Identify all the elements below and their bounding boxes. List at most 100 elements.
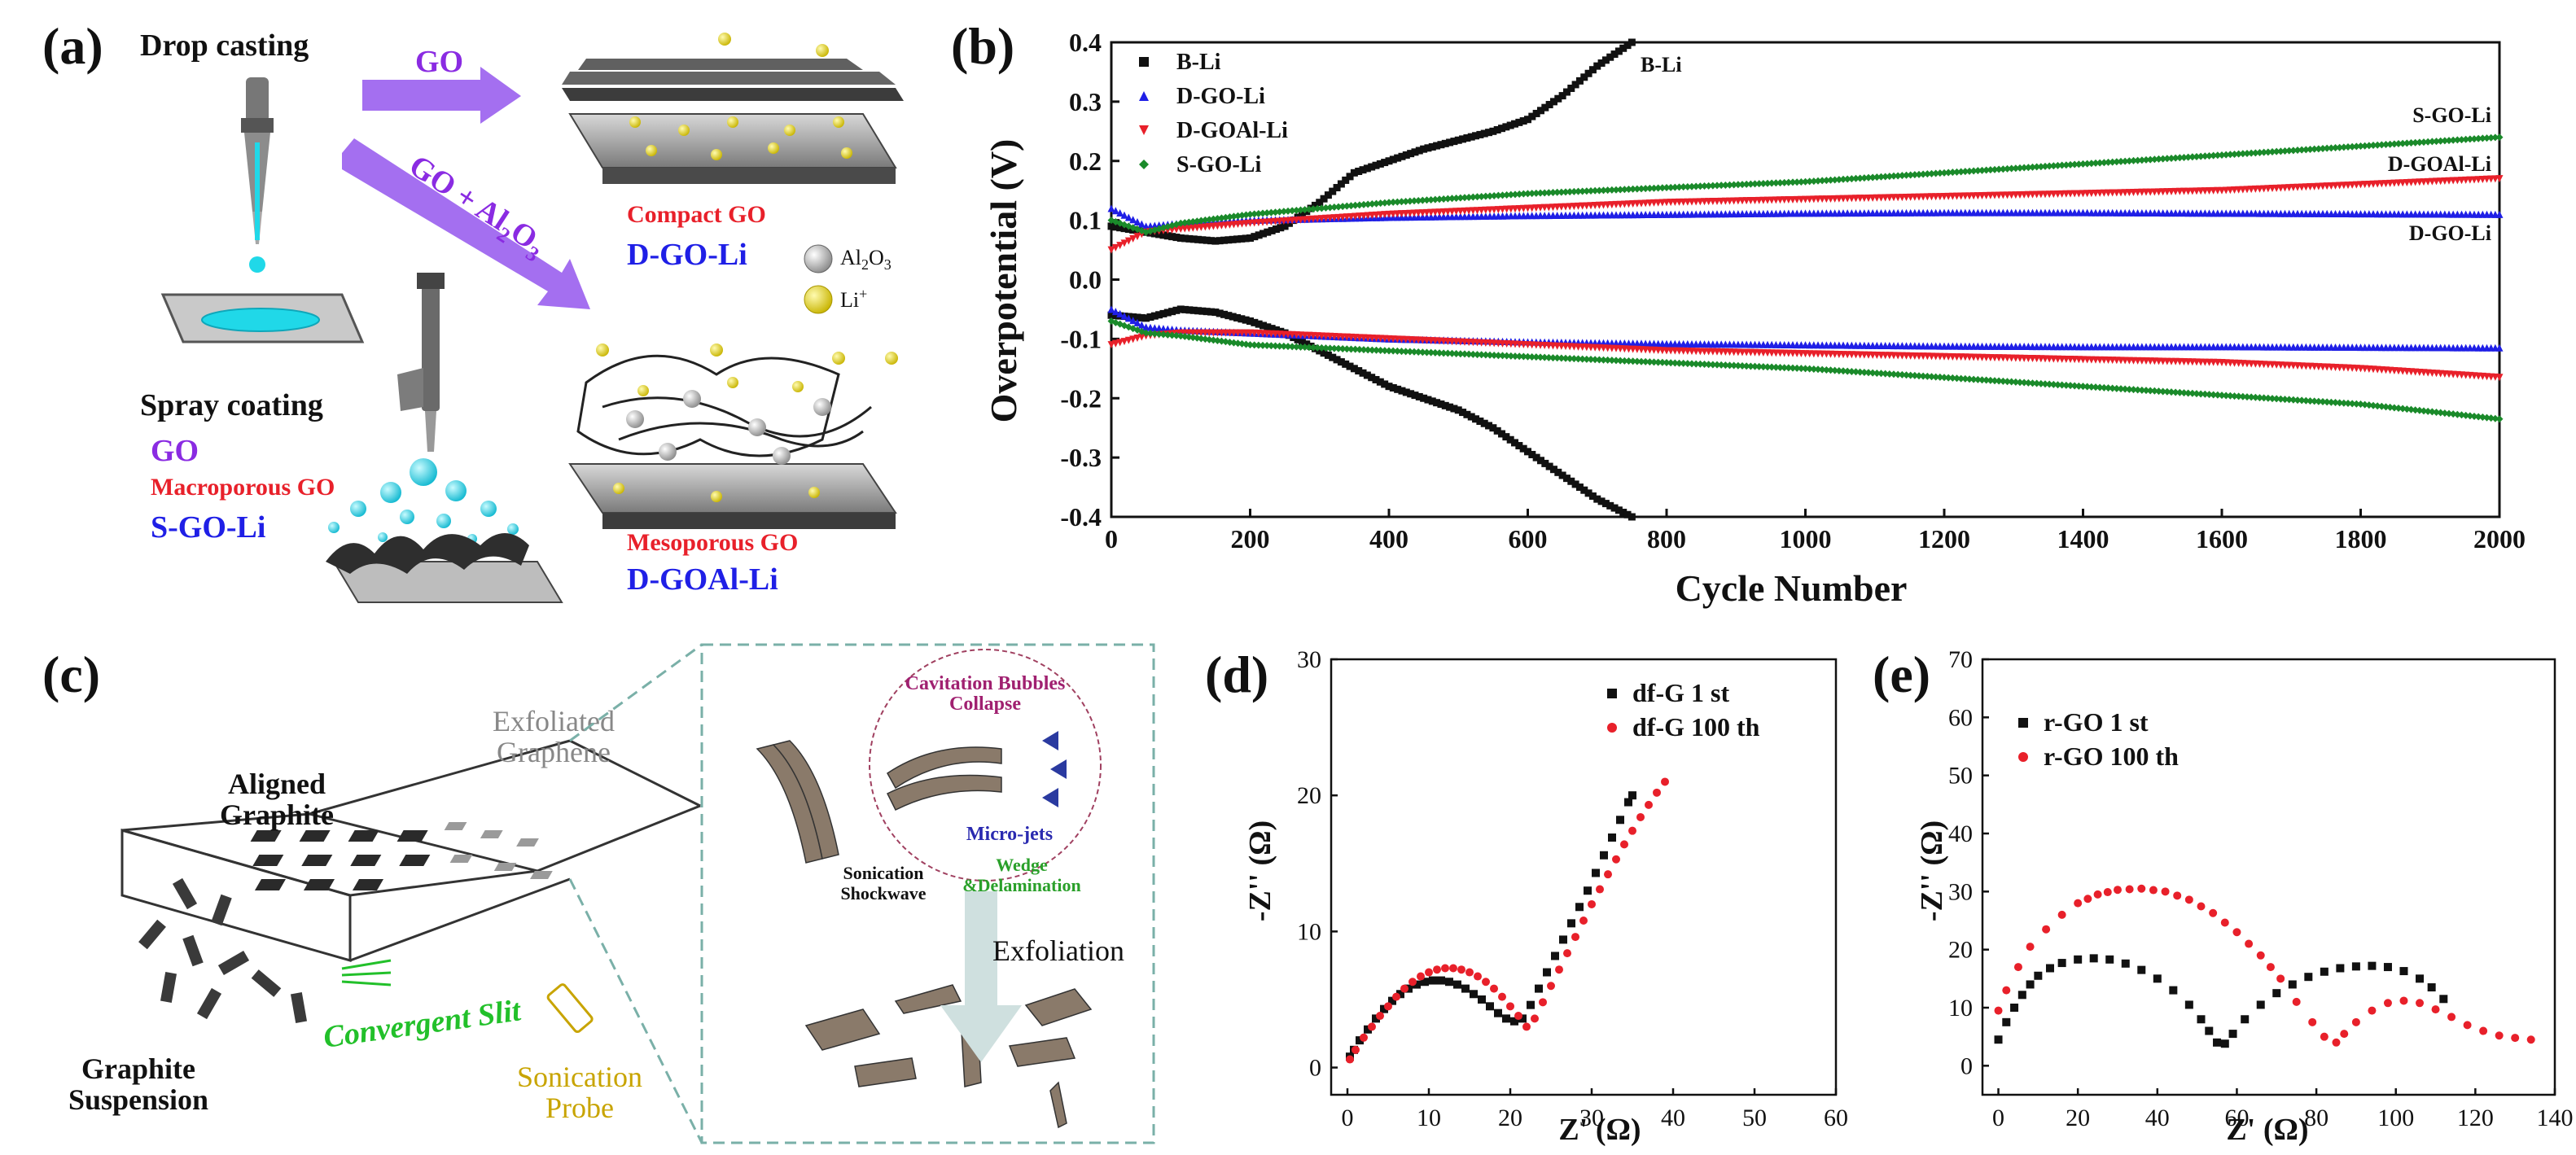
e-legend-label: r-GO 100 th xyxy=(2044,742,2179,771)
b-point-b-li xyxy=(1368,374,1376,382)
e-point xyxy=(2427,983,2436,992)
b-point-b-li xyxy=(1242,234,1250,243)
exfoliated-label: Exfoliated xyxy=(493,705,615,737)
d-point xyxy=(1559,935,1567,944)
b-point-d-go-li xyxy=(1107,204,1115,212)
b-point-s-go-li xyxy=(2487,133,2495,142)
al2o3-legend: Al2O3 xyxy=(840,246,892,273)
b-point-s-go-li xyxy=(2130,156,2137,164)
d-point xyxy=(1449,964,1457,973)
b-point-s-go-li xyxy=(2289,396,2298,404)
b-point-s-go-li xyxy=(2487,414,2495,422)
b-point-s-go-li xyxy=(2256,394,2263,402)
b-point-s-go-li xyxy=(1343,202,1351,210)
b-point-s-go-li xyxy=(1423,348,1430,357)
b-point-b-li xyxy=(1619,509,1628,517)
b-point-b-li xyxy=(1246,317,1254,326)
b-point-s-go-li xyxy=(1886,173,1894,181)
b-point-s-go-li xyxy=(2004,164,2011,173)
b-point-s-go-li xyxy=(2307,397,2314,405)
b-point-s-go-li xyxy=(2088,160,2096,168)
b-point-b-li xyxy=(1519,444,1527,453)
b-point-s-go-li xyxy=(1667,359,1675,367)
b-point-s-go-li xyxy=(2369,142,2377,150)
d-xlabel: Z' (Ω) xyxy=(1558,1113,1641,1147)
b-point-s-go-li xyxy=(1890,172,1898,180)
b-point-s-go-li xyxy=(1478,351,1486,359)
b-point-s-go-li xyxy=(2016,164,2024,172)
sonication-probe-label: Sonication xyxy=(517,1061,642,1093)
b-annot-sgoli: S-GO-Li xyxy=(2412,103,2491,127)
b-point-b-li xyxy=(1433,399,1441,407)
b-point-b-li xyxy=(1628,38,1636,46)
b-point-s-go-li xyxy=(2210,391,2218,399)
b-point-s-go-li xyxy=(2293,396,2302,405)
b-point-s-go-li xyxy=(2024,164,2032,172)
b-ytick-label: -0.1 xyxy=(1060,324,1102,353)
b-point-b-li xyxy=(1329,353,1337,361)
cavitation-circle xyxy=(869,649,1102,882)
b-point-s-go-li xyxy=(2311,397,2319,405)
b-point-s-go-li xyxy=(1305,343,1313,352)
b-point-s-go-li xyxy=(2433,408,2440,416)
b-point-s-go-li xyxy=(1263,209,1271,217)
b-point-b-li xyxy=(1224,236,1233,244)
b-point-b-li xyxy=(1554,94,1562,103)
e-ytick-label: 70 xyxy=(1948,646,1973,673)
e-ytick-label: 10 xyxy=(1948,995,1973,1022)
e-point xyxy=(2447,1013,2456,1022)
b-point-d-goal-li xyxy=(1111,243,1119,252)
b-point-s-go-li xyxy=(2373,402,2381,410)
b-point-s-go-li xyxy=(2336,399,2344,407)
b-point-b-li xyxy=(1420,145,1428,153)
b-point-s-go-li xyxy=(1616,357,1624,365)
d-point xyxy=(1506,1002,1514,1011)
b-point-s-go-li xyxy=(1864,369,1873,377)
b-point-s-go-li xyxy=(2222,151,2230,159)
b-point-s-go-li xyxy=(1717,182,1725,190)
b-point-s-go-li xyxy=(1297,343,1304,351)
b-point-s-go-li xyxy=(2332,144,2339,152)
b-point-b-li xyxy=(1316,347,1324,355)
e-point xyxy=(2045,964,2054,973)
b-point-s-go-li xyxy=(1717,361,1725,369)
b-point-s-go-li xyxy=(1444,195,1452,203)
b-point-s-go-li xyxy=(1146,330,1154,338)
b-point-s-go-li xyxy=(1928,169,1935,177)
cavitation-label: Cavitation Bubbles xyxy=(905,673,1066,694)
b-point-b-li xyxy=(1411,392,1419,400)
b-point-s-go-li xyxy=(1919,170,1927,178)
b-point-s-go-li xyxy=(1528,352,1536,361)
b-point-s-go-li xyxy=(2109,158,2117,166)
b-point-s-go-li xyxy=(2441,409,2449,418)
b-point-s-go-li xyxy=(2206,151,2213,160)
b-point-s-go-li xyxy=(2247,149,2255,157)
b-point-b-li xyxy=(1146,313,1154,322)
b-point-s-go-li xyxy=(1511,352,1519,361)
b-point-b-li xyxy=(1402,151,1410,159)
d-point xyxy=(1417,972,1425,981)
convergent-slit-label: Convergent Slit xyxy=(322,993,524,1055)
b-plot-frame xyxy=(1110,41,2501,518)
b-point-s-go-li xyxy=(2180,389,2188,397)
b-point-s-go-li xyxy=(1280,342,1288,350)
b-point-s-go-li xyxy=(2412,138,2420,147)
e-point xyxy=(2057,959,2066,968)
b-point-s-go-li xyxy=(2323,398,2331,406)
b-point-s-go-li xyxy=(2029,163,2036,171)
b-point-d-goal-li xyxy=(1120,338,1128,346)
b-point-s-go-li xyxy=(2214,391,2222,399)
b-point-s-go-li xyxy=(1915,372,1923,380)
b-point-s-go-li xyxy=(2175,388,2184,396)
b-point-s-go-li xyxy=(1427,195,1435,203)
b-point-b-li xyxy=(1163,232,1172,240)
b-point-b-li xyxy=(1398,387,1406,395)
b-point-s-go-li xyxy=(2222,392,2230,400)
b-point-s-go-li xyxy=(2142,387,2150,395)
d-point xyxy=(1408,978,1417,987)
b-point-b-li xyxy=(1601,56,1610,64)
b-point-s-go-li xyxy=(1637,357,1645,365)
b-point-s-go-li xyxy=(2079,383,2087,391)
b-point-d-goal-li xyxy=(2495,374,2504,382)
b-point-s-go-li xyxy=(1616,186,1624,194)
